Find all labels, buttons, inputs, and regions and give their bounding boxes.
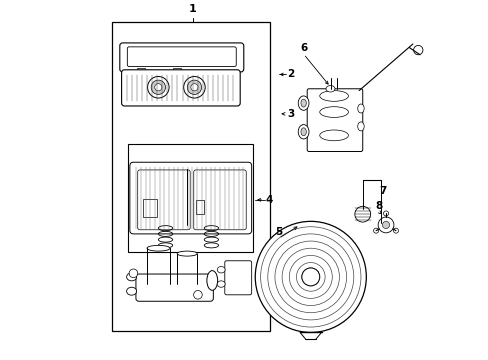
Ellipse shape [147, 246, 170, 251]
Text: 6: 6 [299, 43, 306, 53]
Ellipse shape [217, 266, 224, 273]
Text: 2: 2 [287, 69, 294, 80]
Ellipse shape [357, 122, 364, 131]
FancyBboxPatch shape [122, 70, 240, 106]
Circle shape [383, 211, 388, 216]
Bar [196, 200, 203, 214]
Circle shape [413, 45, 422, 55]
Text: 8: 8 [374, 201, 382, 211]
Text: 3: 3 [287, 109, 294, 119]
FancyBboxPatch shape [306, 89, 362, 152]
Circle shape [301, 268, 319, 286]
Circle shape [147, 77, 169, 98]
Ellipse shape [126, 273, 136, 281]
Ellipse shape [177, 251, 197, 256]
Circle shape [154, 84, 162, 91]
Circle shape [183, 77, 205, 98]
Ellipse shape [177, 282, 197, 287]
Text: 1: 1 [188, 4, 196, 14]
FancyBboxPatch shape [224, 261, 251, 295]
FancyBboxPatch shape [120, 43, 244, 72]
Bar [172, 68, 181, 72]
FancyBboxPatch shape [127, 47, 236, 67]
Ellipse shape [298, 125, 308, 139]
Circle shape [393, 228, 398, 233]
Text: 5: 5 [274, 228, 282, 238]
Bar [128, 144, 253, 252]
Ellipse shape [147, 281, 170, 287]
Bar [143, 199, 157, 217]
Circle shape [151, 80, 165, 94]
Bar [112, 22, 269, 330]
Ellipse shape [300, 99, 305, 107]
FancyBboxPatch shape [130, 162, 251, 234]
Circle shape [354, 206, 370, 222]
FancyBboxPatch shape [136, 274, 213, 301]
Circle shape [193, 291, 202, 299]
Ellipse shape [206, 271, 217, 290]
Ellipse shape [300, 128, 305, 136]
Text: 4: 4 [265, 195, 273, 205]
Ellipse shape [298, 96, 308, 110]
Ellipse shape [126, 287, 136, 295]
Text: 7: 7 [378, 186, 386, 196]
Circle shape [187, 80, 201, 94]
Bar [137, 68, 144, 72]
Circle shape [377, 217, 393, 233]
Circle shape [255, 221, 366, 332]
Circle shape [382, 221, 389, 229]
Circle shape [129, 269, 138, 278]
Circle shape [190, 84, 198, 91]
Ellipse shape [325, 86, 334, 92]
Circle shape [373, 228, 378, 233]
Ellipse shape [357, 104, 364, 113]
Ellipse shape [217, 281, 224, 287]
